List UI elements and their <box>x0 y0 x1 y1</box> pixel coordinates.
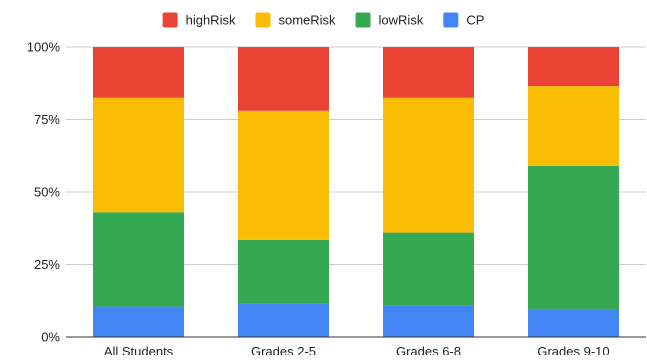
bar-segment-lowrisk <box>93 212 184 307</box>
bar-stack-grades-2-5 <box>238 47 329 337</box>
bar-stack-grades-6-8 <box>383 47 474 337</box>
bar-segment-lowrisk <box>383 232 474 306</box>
legend: highRisk someRisk lowRisk CP <box>162 12 484 28</box>
y-tick-label: 50% <box>34 185 60 200</box>
legend-item-cp: CP <box>443 12 484 28</box>
bar-segment-somerisk <box>383 97 474 233</box>
legend-swatch <box>255 12 271 28</box>
bar-segment-lowrisk <box>238 239 329 304</box>
legend-label: CP <box>466 13 484 28</box>
y-tick-label: 25% <box>34 257 60 272</box>
legend-swatch <box>162 12 178 28</box>
y-tick-label: 75% <box>34 112 60 127</box>
x-tick-label: Grades 9-10 <box>537 344 609 355</box>
bar-stack-all-students <box>93 47 184 337</box>
bar-segment-cp <box>93 306 184 337</box>
bar-segment-cp <box>238 303 329 337</box>
legend-item-somerisk: someRisk <box>255 12 336 28</box>
legend-item-lowrisk: lowRisk <box>355 12 424 28</box>
x-tick-label: Grades 2-5 <box>251 344 316 355</box>
y-tick-label: 0% <box>41 330 60 345</box>
bar-segment-somerisk <box>238 110 329 240</box>
x-tick-label: Grades 6-8 <box>396 344 461 355</box>
legend-item-highrisk: highRisk <box>162 12 236 28</box>
bar-segment-highrisk <box>238 47 329 111</box>
legend-label: lowRisk <box>379 13 424 28</box>
legend-swatch <box>355 12 371 28</box>
bar-segment-cp <box>383 305 474 337</box>
legend-swatch <box>443 12 459 28</box>
legend-label: highRisk <box>186 13 236 28</box>
bar-segment-highrisk <box>93 47 184 98</box>
bar-segment-somerisk <box>93 97 184 213</box>
x-tick-label: All Students <box>104 344 174 355</box>
y-tick-label: 100% <box>27 40 61 55</box>
bar-stack-grades-9-10 <box>528 47 619 337</box>
bar-segment-highrisk <box>383 47 474 98</box>
legend-label: someRisk <box>278 13 336 28</box>
bar-segment-lowrisk <box>528 165 619 310</box>
bars <box>93 47 619 337</box>
bar-segment-cp <box>528 309 619 337</box>
bar-segment-somerisk <box>528 86 619 166</box>
bar-segment-highrisk <box>528 47 619 87</box>
